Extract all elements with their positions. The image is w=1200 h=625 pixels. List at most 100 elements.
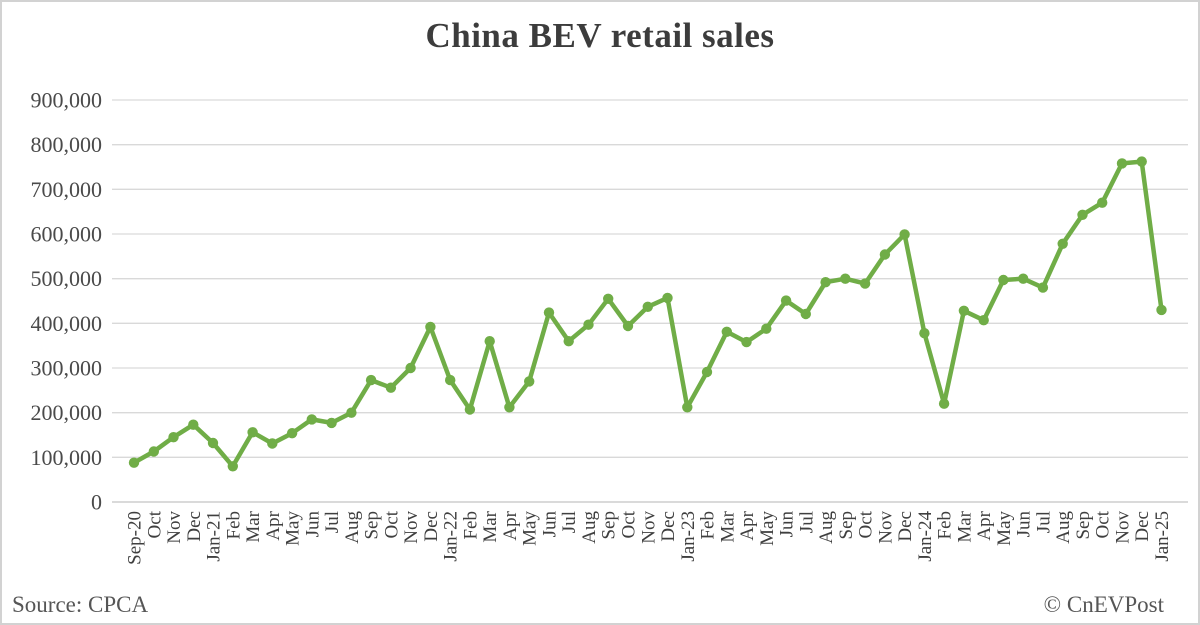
x-axis-tick-label: Dec — [421, 511, 442, 542]
data-point-marker — [662, 292, 673, 304]
chart-title: China BEV retail sales — [425, 16, 775, 55]
data-point-marker — [464, 404, 476, 415]
x-axis-tick-label: Aug — [342, 511, 363, 544]
x-axis-tick-label: Feb — [460, 511, 481, 540]
x-axis-tick-label: Jan-25 — [1152, 511, 1173, 562]
data-point-marker — [1136, 156, 1147, 167]
x-axis-tick-label: Mar — [480, 510, 501, 542]
x-axis-tick-label: Apr — [263, 510, 284, 540]
data-point-marker — [642, 301, 653, 312]
x-axis-tick-label: Feb — [223, 511, 244, 540]
x-axis-tick-label: Apr — [500, 510, 521, 540]
x-axis-tick-label: Nov — [401, 511, 422, 544]
x-axis-tick-label: Jan-21 — [204, 511, 225, 562]
data-point-marker — [504, 402, 515, 413]
y-axis-tick-label: 200,000 — [31, 400, 103, 425]
x-axis-tick-label: Sep — [1073, 511, 1094, 540]
x-axis-tick-label: Nov — [875, 511, 896, 544]
data-point-marker — [405, 362, 416, 374]
x-axis-tick-label: May — [520, 511, 541, 546]
data-point-marker — [938, 398, 950, 409]
x-axis-tick-label: Jun — [539, 511, 560, 538]
data-point-marker — [701, 366, 713, 378]
x-axis-tick-label: Mar — [954, 510, 975, 542]
x-axis-tick-label: Nov — [1112, 511, 1133, 544]
x-axis-tick-label: Feb — [935, 511, 956, 540]
y-axis-tick-label: 700,000 — [31, 177, 103, 202]
data-point-marker — [1057, 238, 1068, 249]
x-axis-tick-label: Sep — [599, 511, 620, 540]
data-point-marker — [800, 308, 811, 320]
data-point-marker — [425, 321, 436, 333]
data-point-marker — [603, 293, 614, 304]
x-axis-tick-label: May — [283, 511, 304, 546]
x-axis-tick-label: Jul — [796, 511, 817, 533]
data-point-marker — [306, 414, 317, 425]
data-point-marker — [859, 278, 871, 289]
data-point-marker — [445, 374, 456, 386]
data-point-marker — [385, 382, 397, 393]
y-axis-tick-label: 800,000 — [31, 132, 103, 157]
x-axis-tick-label: Sep — [362, 511, 383, 540]
x-axis-tick-label: Jul — [322, 511, 343, 533]
data-point-marker — [682, 402, 693, 413]
x-axis-tick-label: Nov — [164, 511, 185, 544]
x-axis-tick-label: Dec — [184, 511, 205, 542]
data-point-marker — [563, 336, 574, 347]
data-point-marker — [267, 438, 278, 449]
x-axis-tick-label: Nov — [638, 511, 659, 544]
data-point-marker — [1116, 158, 1128, 169]
x-axis-tick-label: Jan-22 — [441, 511, 462, 562]
x-axis-tick-label: Dec — [658, 511, 679, 542]
data-point-marker — [820, 277, 831, 288]
x-axis-tick-label: Apr — [974, 510, 995, 540]
x-axis-tick-label: Jan-23 — [678, 511, 699, 562]
data-point-marker — [998, 274, 1009, 286]
data-point-marker — [879, 249, 891, 260]
x-axis-tick-label: Sep-20 — [125, 511, 146, 565]
data-point-marker — [168, 432, 179, 443]
x-axis-tick-label: Mar — [717, 510, 738, 542]
data-point-marker — [524, 376, 535, 387]
x-axis-tick-label: Oct — [618, 510, 639, 538]
data-point-marker — [326, 417, 337, 429]
x-axis-tick-label: Oct — [856, 510, 877, 538]
data-point-marker — [1077, 209, 1088, 220]
x-axis-tick-label: Jan-24 — [915, 511, 936, 562]
y-axis-tick-label: 400,000 — [31, 311, 103, 336]
data-point-marker — [780, 295, 792, 306]
copyright-label: © CnEVPost — [1043, 592, 1164, 617]
data-point-marker — [978, 315, 989, 326]
data-point-marker — [207, 437, 219, 449]
data-point-marker — [128, 457, 140, 468]
data-point-marker — [583, 319, 594, 330]
x-axis-tick-label: Aug — [579, 511, 600, 544]
source-label: Source: CPCA — [12, 592, 149, 617]
y-axis-tick-label: 100,000 — [31, 445, 103, 470]
x-axis-tick-label: Dec — [895, 511, 916, 542]
data-point-marker — [1037, 282, 1049, 293]
x-axis-tick-label: Sep — [836, 511, 857, 540]
data-point-marker — [148, 446, 159, 457]
x-axis-tick-label: Dec — [1132, 511, 1153, 542]
x-axis-tick-label: May — [757, 511, 778, 546]
data-point-marker — [1018, 273, 1029, 284]
data-point-marker — [1097, 197, 1108, 208]
data-point-marker — [721, 326, 732, 337]
data-point-marker — [286, 428, 298, 439]
y-axis-tick-label: 500,000 — [31, 266, 103, 291]
y-axis-tick-label: 0 — [91, 490, 102, 515]
data-point-marker — [958, 305, 970, 316]
data-point-marker — [484, 336, 495, 347]
data-point-marker — [622, 320, 634, 332]
x-axis-tick-label: Jun — [777, 511, 798, 538]
x-axis-tick-label: Aug — [1053, 511, 1074, 544]
data-point-marker — [919, 328, 930, 339]
x-axis-tick-label: May — [994, 511, 1015, 546]
x-axis-tick-label: Feb — [698, 511, 719, 540]
data-point-marker — [761, 323, 772, 334]
data-point-marker — [188, 419, 199, 430]
data-point-marker — [543, 307, 555, 318]
